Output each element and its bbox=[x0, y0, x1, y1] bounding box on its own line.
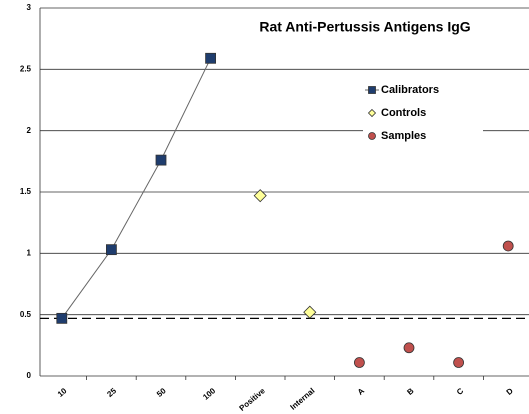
legend-label: Calibrators bbox=[381, 84, 439, 96]
y-tick-label: 0 bbox=[27, 371, 32, 380]
point bbox=[106, 244, 117, 256]
y-tick-label: 0.5 bbox=[20, 310, 32, 319]
x-tick-label: Positive bbox=[238, 386, 268, 413]
x-tick-label: 100 bbox=[201, 386, 217, 402]
x-tick-label: Internal bbox=[289, 386, 317, 411]
y-tick-label: 2 bbox=[27, 126, 32, 135]
legend-label: Samples bbox=[381, 130, 426, 142]
legend-box bbox=[363, 80, 483, 148]
point bbox=[303, 305, 317, 319]
y-tick-label: 1.5 bbox=[20, 187, 32, 196]
point bbox=[502, 240, 514, 252]
x-tick-label: 10 bbox=[56, 386, 69, 399]
point bbox=[453, 357, 465, 368]
x-tick-label: C bbox=[455, 386, 465, 397]
series-line bbox=[61, 58, 212, 319]
legend-marker bbox=[367, 108, 377, 118]
legend-marker bbox=[368, 86, 376, 94]
point bbox=[353, 357, 365, 368]
legend-label: Controls bbox=[381, 107, 426, 119]
x-tick-label: D bbox=[505, 386, 515, 397]
point bbox=[253, 189, 267, 203]
point bbox=[155, 154, 167, 166]
y-tick-label: 3 bbox=[27, 3, 32, 12]
x-tick-label: 25 bbox=[105, 386, 118, 399]
x-tick-label: A bbox=[356, 386, 366, 397]
point bbox=[56, 312, 68, 324]
y-tick-label: 1 bbox=[27, 248, 32, 257]
point bbox=[403, 342, 415, 354]
x-tick-label: B bbox=[405, 386, 415, 397]
chart-title: Rat Anti-Pertussis Antigens IgG bbox=[259, 19, 470, 35]
point bbox=[205, 52, 217, 64]
legend-marker bbox=[368, 132, 376, 140]
x-tick-label: 50 bbox=[155, 386, 168, 399]
y-tick-label: 2.5 bbox=[20, 64, 32, 73]
